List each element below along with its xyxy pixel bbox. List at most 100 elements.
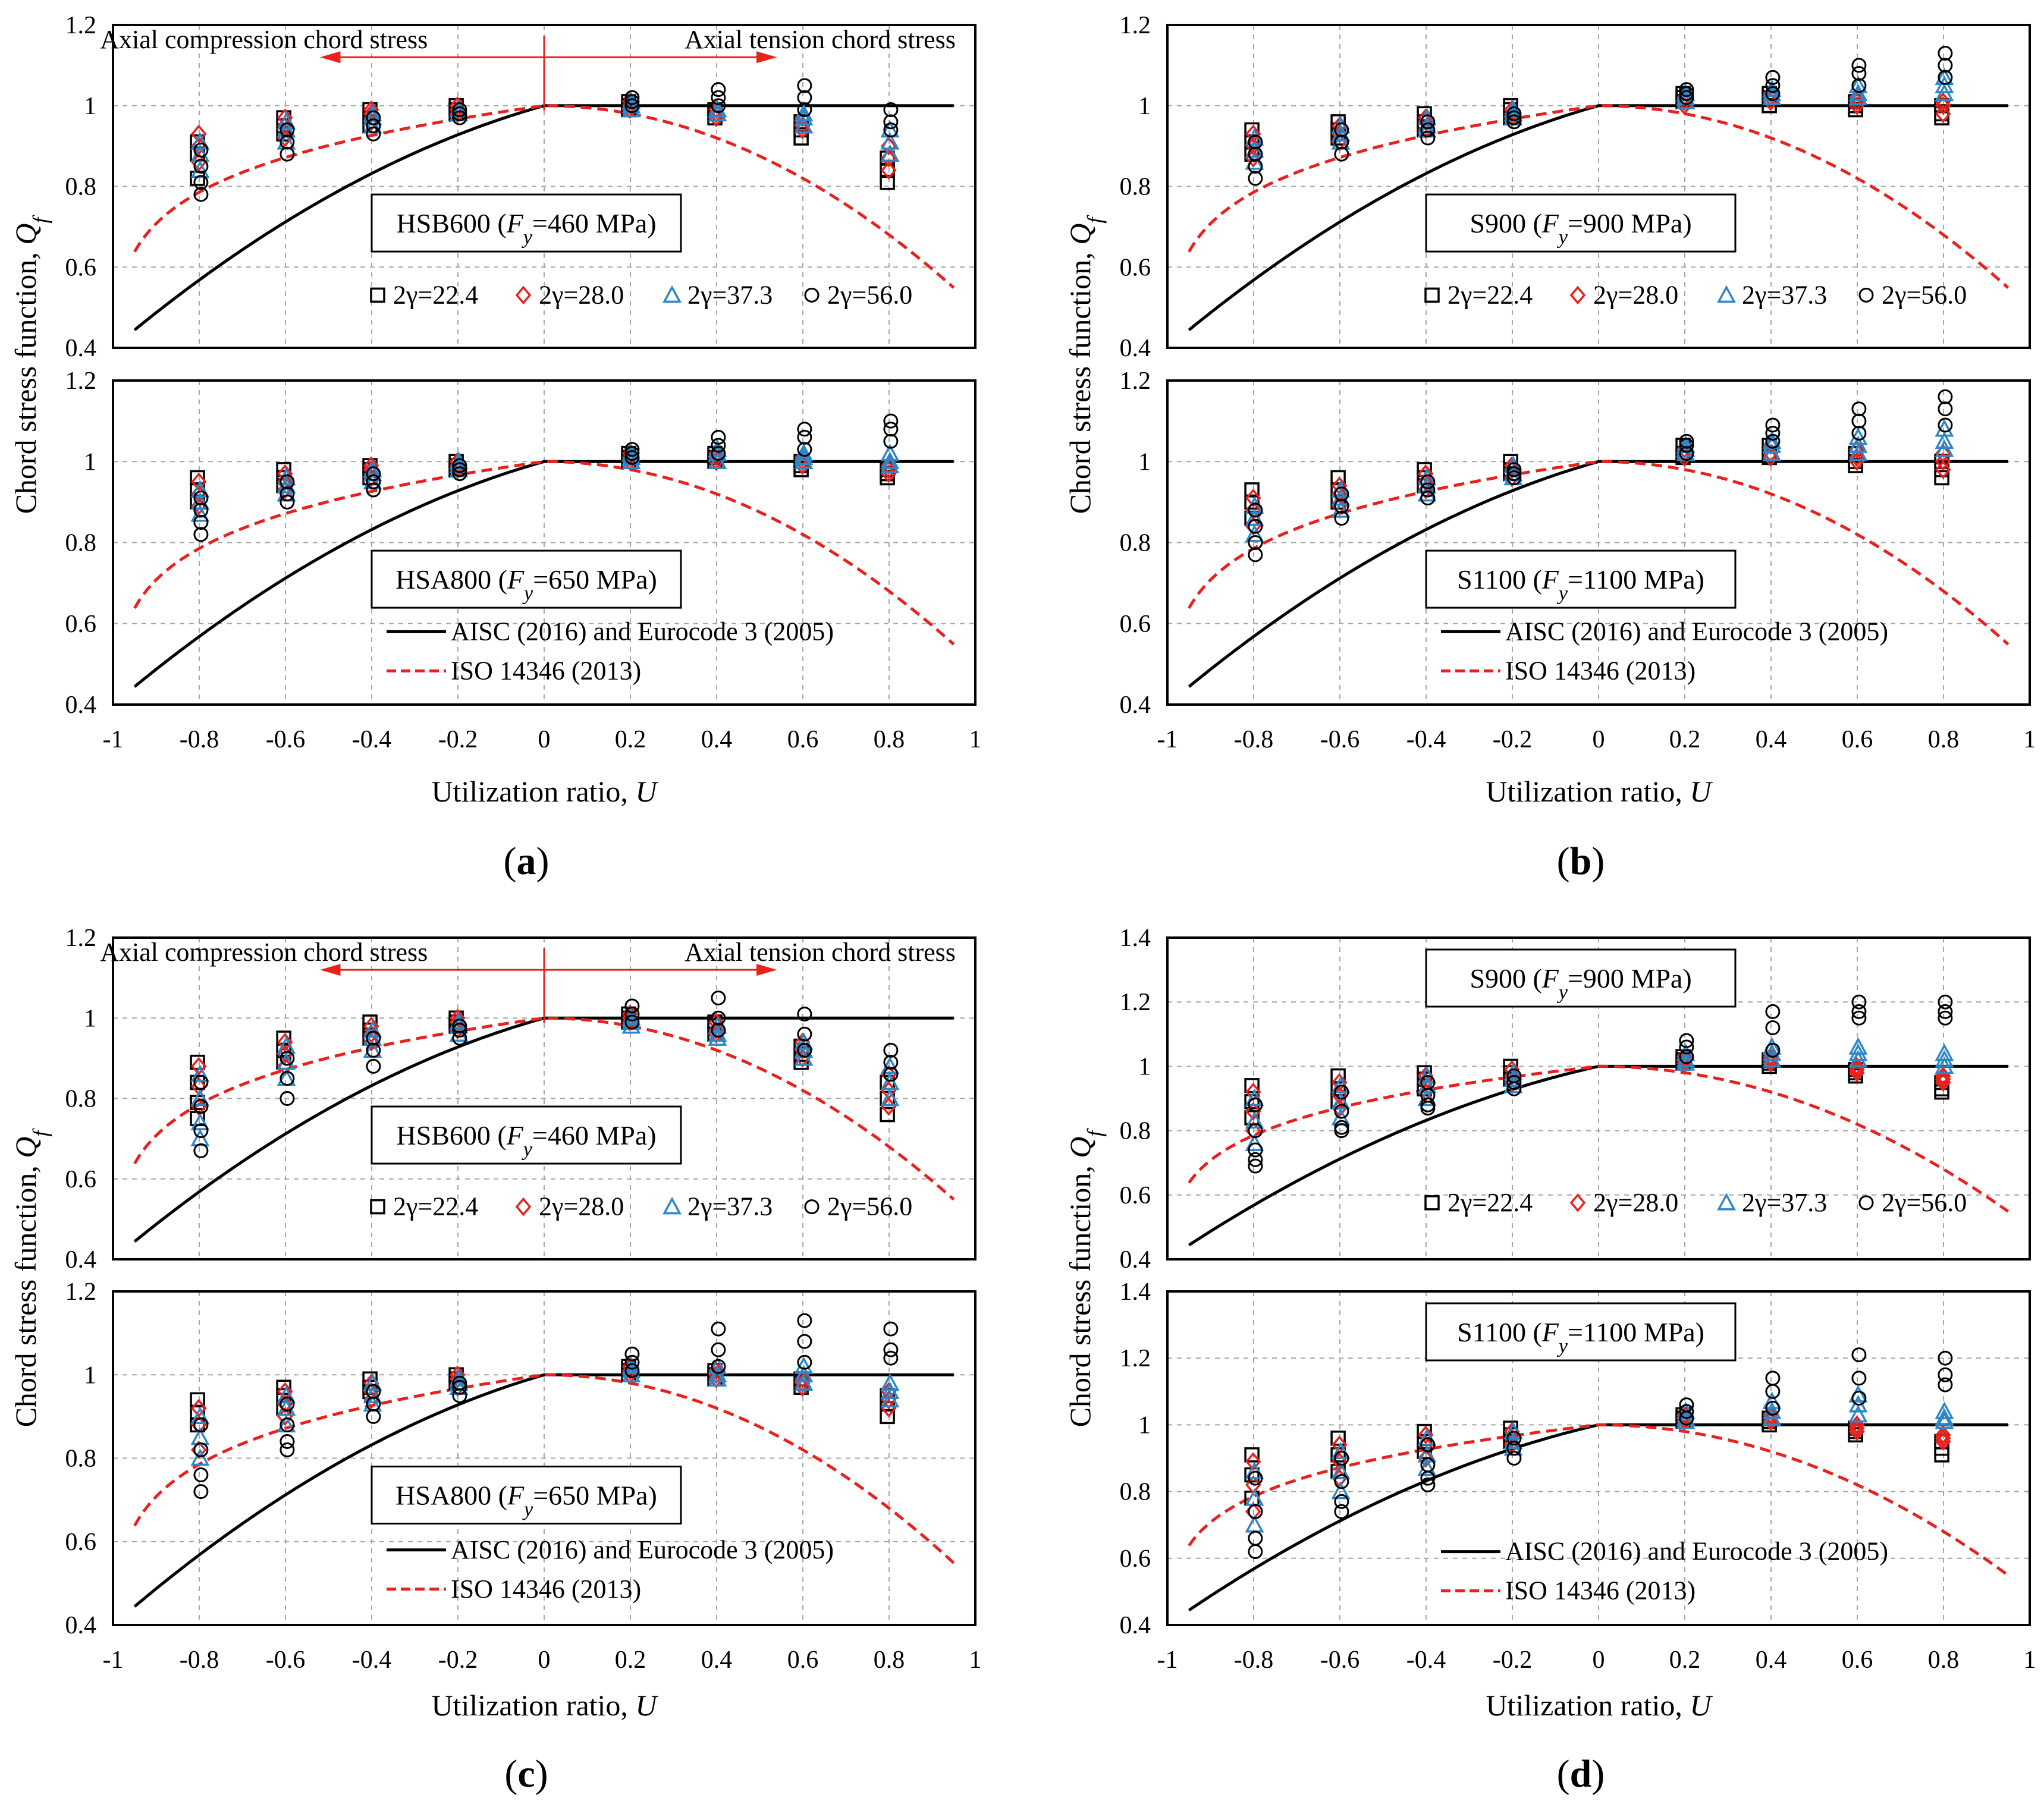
data-point: [452, 1019, 467, 1034]
data-point: [711, 990, 726, 1005]
data-point: [1248, 1530, 1263, 1546]
data-point: [883, 1342, 899, 1357]
data-point: [193, 1417, 209, 1432]
panel-title: HSA800 (Fy=650 MPa): [395, 1480, 657, 1521]
legend-marker-icon: [1858, 287, 1874, 303]
data-point: [711, 438, 726, 453]
data-point: [1248, 1158, 1263, 1174]
data-point: [624, 450, 640, 465]
x-tick-label: 0.8: [874, 726, 905, 753]
data-point: [794, 1365, 814, 1382]
x-tick-label: -0.6: [1320, 1646, 1360, 1674]
data-point: [280, 1091, 295, 1106]
data-point: [1851, 78, 1867, 93]
compression-label: Axial compression chord stress: [100, 25, 428, 54]
data-point: [277, 1382, 293, 1401]
y-tick-label: 1: [1138, 1053, 1151, 1080]
data-point: [1245, 1102, 1261, 1121]
data-point: [452, 1379, 467, 1395]
data-point: [363, 456, 379, 475]
data-point: [1248, 1097, 1263, 1112]
panel-title-box: [371, 1105, 682, 1165]
data-point: [883, 1350, 899, 1366]
data-point: [794, 108, 814, 125]
legend-marker-label: 2γ=28.0: [1593, 280, 1678, 309]
y-tick-label: 0.6: [1120, 611, 1151, 638]
legend-marker-label: 2γ=22.4: [393, 280, 478, 309]
data-point: [1679, 82, 1694, 98]
data-point: [366, 1409, 381, 1424]
data-point: [1245, 1111, 1264, 1129]
x-tick-label: -0.2: [1493, 1646, 1533, 1674]
x-tick-label: 0: [538, 1646, 551, 1674]
data-point: [1765, 426, 1781, 441]
legend-aisc-label: AISC (2016) and Eurocode 3 (2005): [1505, 617, 1888, 646]
y-tick-label: 1: [1138, 448, 1151, 476]
panel-title: HSA800 (Fy=650 MPa): [395, 564, 657, 605]
legend-marker-label: 2γ=22.4: [1448, 1188, 1533, 1217]
data-point: [280, 1442, 295, 1457]
data-point: [1938, 70, 1953, 85]
data-point: [1765, 78, 1781, 93]
data-point: [193, 1442, 209, 1457]
tension-arrowhead: [756, 964, 777, 976]
legend-marker-icon: [370, 1199, 385, 1215]
data-point: [280, 1071, 295, 1086]
legend-iso-label: ISO 14346 (2013): [1505, 656, 1696, 685]
data-point: [794, 451, 814, 469]
data-point: [366, 482, 381, 498]
data-point: [1762, 1043, 1782, 1061]
data-point: [883, 122, 899, 137]
panel-title-box: [1425, 948, 1737, 1008]
data-point: [277, 112, 296, 130]
chart-c: 0.40.60.811.2 Axial compression chord str…: [9, 925, 982, 1796]
data-point: [1848, 1404, 1868, 1423]
x-tick-label: 0.8: [1928, 726, 1960, 753]
series-22-4: [190, 445, 895, 510]
panel-title-box: [371, 1466, 682, 1525]
x-tick-label: 0.8: [1928, 1646, 1960, 1674]
data-point: [363, 1020, 382, 1038]
data-point: [797, 78, 812, 93]
data-point: [1417, 1458, 1437, 1476]
legend-marker-icon: [804, 1199, 820, 1215]
x-tick-label: 0: [1593, 1646, 1605, 1674]
data-point: [624, 1006, 640, 1021]
data-point: [1679, 90, 1694, 105]
data-point: [624, 446, 640, 461]
data-point: [880, 1097, 897, 1116]
panel-d-bottom: 0.4 0.6 0.8 1 1.2 1.4 S1100 (Fy=1100 MPa) AISC …: [1120, 1278, 2031, 1639]
data-point: [1679, 1404, 1694, 1419]
chart-a: 0.40.60.811.2 Axial compression chord str…: [9, 12, 982, 883]
data-point: [1851, 1004, 1867, 1019]
legend-marker-icon: [515, 1197, 532, 1217]
legend-marker-icon: [1717, 1193, 1736, 1211]
data-point: [883, 102, 899, 118]
legend-marker-label: 2γ=22.4: [1448, 280, 1533, 309]
data-point: [193, 1074, 209, 1090]
legend-aisc-label: AISC (2016) and Eurocode 3 (2005): [451, 1535, 834, 1564]
data-point: [1848, 1068, 1863, 1084]
data-point: [1938, 46, 1953, 61]
y-tick-label: 1: [84, 1005, 96, 1032]
data-point: [1679, 1049, 1694, 1064]
legend-marker-icon: [663, 285, 682, 303]
x-axis-label: Utilization ratio, U: [431, 775, 658, 808]
data-point: [1334, 511, 1349, 526]
series-56-0: [193, 78, 899, 202]
data-point: [1334, 1504, 1349, 1519]
data-point: [794, 447, 814, 466]
data-point: [449, 1008, 466, 1027]
data-point: [880, 161, 897, 180]
data-point: [624, 1363, 640, 1378]
data-point: [366, 118, 381, 134]
data-point: [1506, 110, 1522, 125]
y-tick-label: 1.2: [65, 367, 97, 395]
data-point: [711, 90, 726, 105]
y-tick-label: 0.4: [1120, 335, 1151, 362]
data-point: [797, 90, 812, 105]
x-axis-label: Utilization ratio, U: [431, 1689, 658, 1722]
legend-marker-label: 2γ=37.3: [687, 280, 773, 309]
legend-aisc-label: AISC (2016) and Eurocode 3 (2005): [451, 617, 834, 646]
legend-marker-icon: [1569, 285, 1586, 305]
